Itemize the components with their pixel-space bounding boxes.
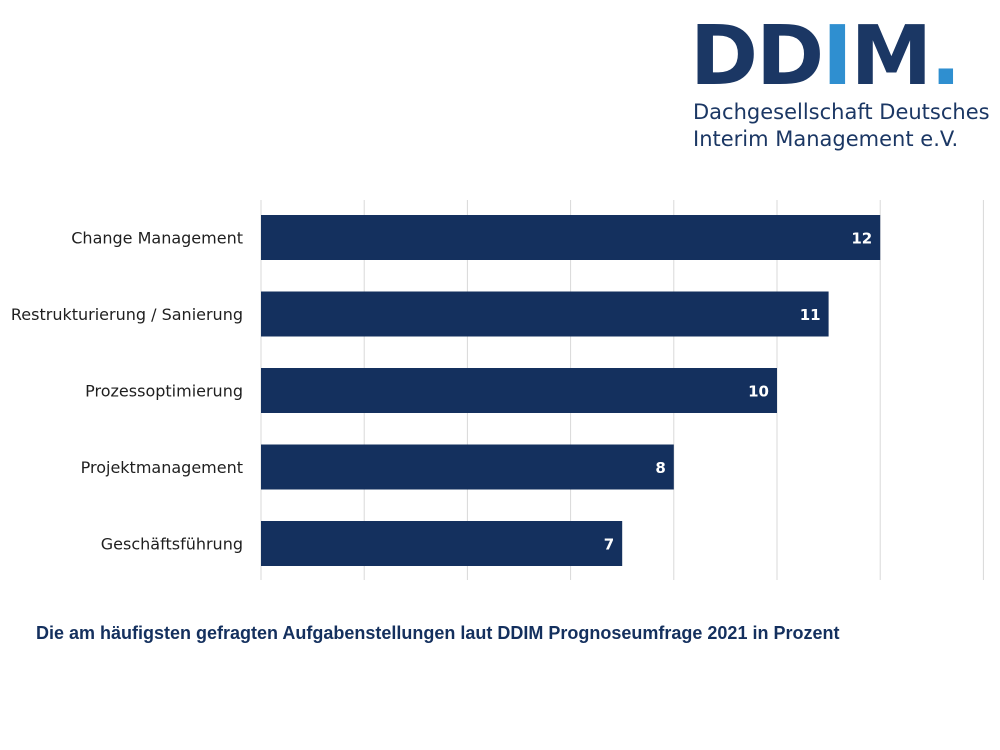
data-label: 10	[748, 383, 769, 401]
category-label: Geschäftsführung	[101, 535, 243, 554]
data-label: 12	[851, 230, 872, 248]
logo-mark-i: I	[822, 9, 852, 104]
category-label: Restrukturierung / Sanierung	[11, 305, 243, 324]
data-label: 11	[800, 306, 821, 324]
bar	[261, 215, 881, 260]
data-label: 8	[655, 459, 665, 477]
bar	[261, 444, 674, 490]
logo-subtitle-line2: Interim Management e.V.	[693, 127, 959, 151]
logo-wordmark: DDIM.	[690, 16, 961, 98]
bar-chart: Change Management 12 Restrukturierung / Sa…	[11, 200, 984, 580]
logo-mark-dot: .	[930, 9, 961, 104]
category-label: Change Management	[71, 229, 243, 248]
category-label: Projektmanagement	[81, 458, 243, 477]
ddim-logo: DDIM. Dachgesellschaft Deutsches Interim…	[690, 16, 990, 166]
logo-subtitle-line1: Dachgesellschaft Deutsches	[693, 100, 990, 124]
logo-mark-dd: DD	[690, 9, 824, 104]
logo-mark-m: M	[850, 9, 933, 104]
bar	[261, 521, 623, 566]
bar	[261, 291, 829, 337]
category-label: Prozessoptimierung	[85, 382, 243, 401]
bar	[261, 368, 777, 413]
chart-caption: Die am häufigsten gefragten Aufgabenstel…	[36, 623, 840, 643]
data-label: 7	[604, 536, 614, 554]
